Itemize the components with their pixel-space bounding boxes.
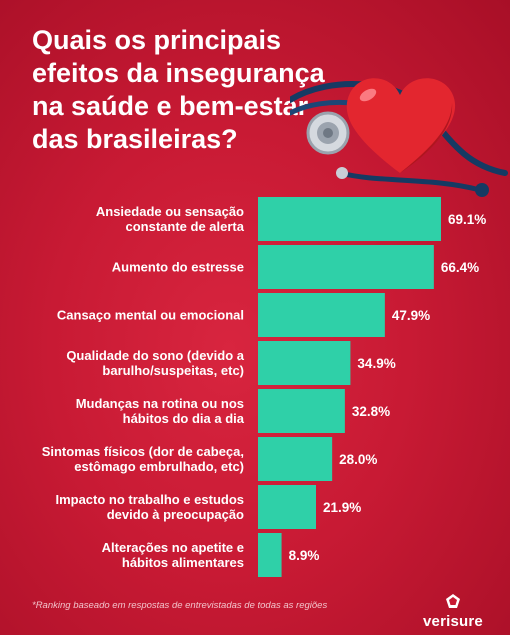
heart-icon: [346, 78, 456, 173]
category-label: Cansaço mental ou emocional: [57, 308, 244, 323]
value-label: 34.9%: [357, 356, 395, 371]
category-label: Mudanças na rotina ou nos: [76, 396, 244, 411]
value-label: 8.9%: [289, 548, 320, 563]
value-label: 69.1%: [448, 212, 486, 227]
bar: [258, 245, 434, 289]
title-line: Quais os principais: [32, 25, 282, 55]
value-label: 66.4%: [441, 260, 479, 275]
category-label: Aumento do estresse: [112, 260, 244, 275]
category-label: Alterações no apetite e: [102, 540, 244, 555]
value-label: 21.9%: [323, 500, 361, 515]
title-line: na saúde e bem-estar: [32, 91, 309, 121]
category-label: hábitos alimentares: [122, 555, 244, 570]
chart-title: Quais os principais efeitos da inseguran…: [32, 24, 332, 156]
heart-stethoscope-illustration: [290, 78, 508, 197]
value-label: 28.0%: [339, 452, 377, 467]
bar: [258, 293, 385, 337]
bar: [258, 437, 333, 481]
bar: [258, 389, 345, 433]
category-label: barulho/suspeitas, etc): [102, 363, 244, 378]
bar: [258, 533, 282, 577]
bar: [258, 485, 316, 529]
category-label: Ansiedade ou sensação: [96, 204, 244, 219]
category-label: Sintomas físicos (dor de cabeça,: [42, 444, 244, 459]
value-label: 47.9%: [392, 308, 430, 323]
category-label: estômago embrulhado, etc): [74, 459, 244, 474]
category-label: Qualidade do sono (devido a: [66, 348, 244, 363]
title-line: das brasileiras?: [32, 124, 238, 154]
category-label: Impacto no trabalho e estudos: [55, 492, 244, 507]
footnote: *Ranking baseado em respostas de entrevi…: [32, 600, 328, 611]
category-label: devido à preocupação: [107, 507, 244, 522]
bar: [258, 341, 351, 385]
category-label: constante de alerta: [126, 219, 245, 234]
verisure-logo-icon: [446, 594, 460, 608]
value-label: 32.8%: [352, 404, 390, 419]
brand-name: verisure: [423, 613, 483, 630]
category-label: hábitos do dia a dia: [123, 411, 245, 426]
title-line: efeitos da insegurança: [32, 58, 325, 88]
bar: [258, 197, 441, 241]
brand-logo: verisure: [418, 594, 488, 630]
